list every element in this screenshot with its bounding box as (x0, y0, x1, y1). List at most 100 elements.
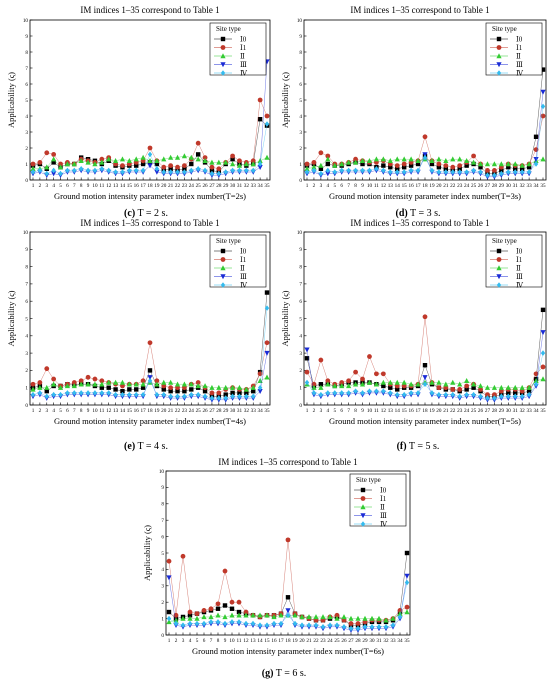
y-tick-label: 3 (25, 130, 28, 136)
x-tick-label: 21 (443, 183, 449, 189)
series-1-point-30 (506, 165, 511, 170)
series-5-point-26 (202, 167, 208, 174)
series-3-point-18 (147, 158, 153, 163)
series-5-point-2 (311, 390, 317, 396)
series-3-point-28 (491, 161, 498, 167)
series-3-point-29 (498, 161, 504, 167)
x-tick-label: 19 (292, 638, 298, 644)
series-5 (30, 305, 270, 401)
series-2-point-20 (161, 383, 167, 389)
series-2-point-4 (187, 609, 193, 615)
legend-entry: Ⅰ1 (516, 44, 523, 52)
series-2-point-4 (325, 378, 331, 384)
series-1-point-35 (264, 290, 270, 295)
series-3-point-14 (119, 156, 126, 162)
series-1-point-19 (154, 161, 160, 167)
series-2-point-2 (37, 160, 43, 165)
x-tick-label: 30 (230, 183, 236, 189)
legend-entry: Ⅲ (240, 61, 247, 69)
series-5-point-19 (429, 390, 435, 396)
series-5-point-34 (397, 614, 403, 620)
series-5-point-1 (166, 615, 172, 622)
series-5-point-3 (180, 622, 186, 628)
series-3-point-32 (519, 384, 525, 390)
x-tick-label: 25 (334, 638, 340, 644)
series-1-point-34 (257, 117, 263, 122)
series-3-point-15 (264, 612, 270, 618)
series-5 (304, 350, 546, 401)
x-tick-label: 5 (333, 408, 336, 414)
x-tick-label: 9 (361, 183, 364, 189)
series-3-point-12 (106, 156, 112, 162)
x-tick-label: 29 (223, 408, 229, 414)
series-3-point-16 (133, 156, 139, 162)
series-2-point-23 (457, 387, 463, 392)
legend-marker-point-3 (360, 504, 366, 510)
series-5-point-13 (388, 169, 393, 175)
series-3-point-27 (348, 615, 354, 621)
series-5-point-8 (353, 167, 358, 174)
legend-marker-point-5 (220, 70, 226, 76)
series-4-point-34 (257, 388, 263, 394)
series-1-point-13 (388, 165, 393, 170)
series-3-point-11 (99, 381, 105, 387)
x-tick-label: 28 (216, 408, 222, 414)
series-3-point-9 (222, 614, 228, 620)
series-3-point-8 (352, 159, 359, 165)
caption-text: T = 6 s. (276, 668, 306, 679)
series-2-point-14 (394, 383, 400, 389)
series-4-point-19 (154, 169, 160, 175)
series-3-point-13 (112, 379, 119, 385)
series-5-point-9 (222, 620, 228, 627)
y-tick-label: 8 (299, 50, 302, 56)
x-tick-label: 22 (175, 183, 181, 189)
series-2-point-20 (436, 161, 442, 167)
series-5-point-29 (499, 393, 504, 400)
y-tick-label: 3 (25, 351, 28, 357)
legend-marker-point-1 (220, 36, 226, 42)
series-5-point-10 (92, 167, 98, 174)
series-3-point-14 (119, 379, 126, 385)
series-3-point-30 (505, 161, 511, 167)
series-5-point-12 (381, 388, 386, 394)
series-5-point-1 (30, 169, 36, 175)
series-2-point-2 (311, 160, 317, 165)
series-5-point-2 (37, 167, 43, 174)
series-2-point-8 (78, 378, 84, 384)
series-5-point-2 (311, 167, 317, 174)
series-5-point-1 (304, 379, 310, 386)
x-tick-label: 15 (127, 183, 133, 189)
series-5-point-28 (216, 170, 222, 177)
x-tick-label: 12 (106, 183, 112, 189)
x-tick-label: 13 (250, 638, 256, 644)
series-4-point-34 (257, 165, 263, 170)
series-5-point-21 (443, 169, 449, 175)
series-3-point-15 (126, 158, 132, 163)
series-4-point-4 (325, 171, 331, 177)
x-tick-label: 2 (175, 638, 178, 644)
series-5-point-29 (223, 395, 228, 401)
legend-entry: Ⅱ (516, 265, 521, 273)
x-tick-label: 31 (376, 638, 382, 644)
series-3-point-1 (30, 166, 36, 171)
series-4-point-35 (540, 89, 546, 95)
series-1-point-17 (140, 161, 146, 167)
x-tick-label: 28 (492, 408, 498, 414)
series-1-point-33 (251, 388, 256, 394)
series-3-point-19 (154, 158, 160, 163)
x-tick-label: 11 (374, 408, 379, 414)
x-tick-label: 13 (388, 408, 394, 414)
panel-caption: (d) T = 3 s. (395, 208, 440, 219)
x-tick-label: 23 (457, 183, 463, 189)
series-1-point-18 (147, 368, 153, 373)
series-3-point-35 (540, 376, 546, 382)
x-tick-label: 34 (258, 408, 264, 414)
series-2-point-4 (51, 376, 57, 382)
series-3-point-6 (64, 161, 71, 167)
legend-box (349, 473, 407, 527)
series-2-point-21 (443, 385, 449, 391)
x-axis-label: Ground motion intensity parameter index … (329, 416, 521, 426)
x-tick-label: 27 (485, 183, 491, 189)
series-5-point-11 (99, 166, 105, 172)
